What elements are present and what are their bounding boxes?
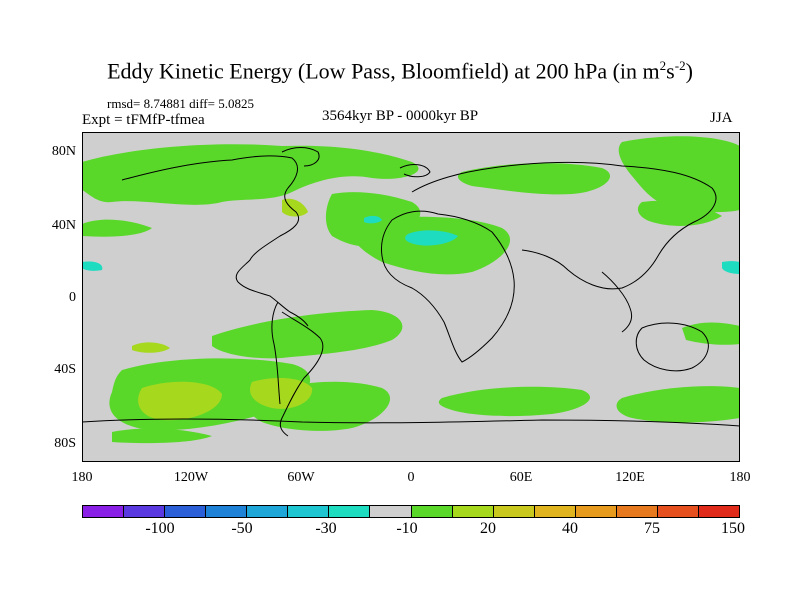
colorbar-segment bbox=[657, 506, 699, 517]
colorbar-segment bbox=[493, 506, 535, 517]
title-end: ) bbox=[685, 58, 693, 84]
colorbar-segment bbox=[288, 506, 330, 517]
title-sup-2: -2 bbox=[674, 58, 686, 73]
world-map bbox=[82, 132, 740, 462]
title-sup-1: 2 bbox=[659, 58, 667, 73]
x-tick-60e: 60E bbox=[509, 470, 533, 485]
colorbar-segment bbox=[452, 506, 494, 517]
colorbar-label-neg30: -30 bbox=[315, 520, 337, 537]
colorbar-label-40: 40 bbox=[562, 520, 578, 537]
x-tick-180w: 180 bbox=[71, 470, 93, 485]
colorbar-segment bbox=[247, 506, 289, 517]
y-tick-40n: 40N bbox=[51, 218, 76, 233]
negative-anomaly-regions bbox=[82, 215, 740, 274]
colorbar-label-20: 20 bbox=[480, 520, 496, 537]
y-tick-80n: 80N bbox=[51, 144, 76, 159]
colorbar-label-neg50: -50 bbox=[231, 520, 253, 537]
y-tick-80s: 80S bbox=[54, 436, 76, 451]
x-tick-0: 0 bbox=[407, 470, 415, 485]
colorbar-segment bbox=[411, 506, 453, 517]
experiment-label: Expt = tFMfP-tfmea bbox=[82, 112, 205, 128]
colorbar-label-75: 75 bbox=[644, 520, 660, 537]
period-label: 3564kyr BP - 0000kyr BP bbox=[322, 108, 479, 124]
map-frame bbox=[82, 132, 740, 462]
colorbar-segment bbox=[575, 506, 617, 517]
season-label: JJA bbox=[710, 110, 733, 126]
x-tick-60w: 60W bbox=[287, 470, 315, 485]
coastlines bbox=[82, 147, 740, 437]
positive-anomaly-regions bbox=[82, 136, 740, 444]
colorbar-label-neg10: -10 bbox=[396, 520, 418, 537]
chart-title: Eddy Kinetic Energy (Low Pass, Bloomfiel… bbox=[0, 58, 800, 84]
x-tick-180e: 180 bbox=[729, 470, 751, 485]
x-tick-120e: 120E bbox=[615, 470, 645, 485]
title-unit-s: s bbox=[666, 58, 675, 84]
colorbar-segment bbox=[698, 506, 739, 517]
colorbar-label-150: 150 bbox=[721, 520, 745, 537]
colorbar-segment bbox=[370, 506, 412, 517]
title-text: Eddy Kinetic Energy (Low Pass, Bloomfiel… bbox=[107, 58, 660, 84]
y-tick-0: 0 bbox=[69, 290, 76, 305]
colorbar-segment bbox=[534, 506, 576, 517]
colorbar-segment bbox=[83, 506, 125, 517]
x-tick-120w: 120W bbox=[173, 470, 209, 485]
colorbar-segment bbox=[329, 506, 371, 517]
colorbar-segment bbox=[124, 506, 166, 517]
colorbar-segment bbox=[165, 506, 207, 517]
y-tick-40s: 40S bbox=[54, 362, 76, 377]
colorbar-label-neg100: -100 bbox=[145, 520, 175, 537]
colorbar-segment bbox=[206, 506, 248, 517]
higher-positive-regions bbox=[132, 198, 313, 421]
colorbar-segment bbox=[616, 506, 658, 517]
stats-label: rmsd= 8.74881 diff= 5.0825 bbox=[107, 96, 254, 111]
colorbar bbox=[82, 505, 740, 518]
